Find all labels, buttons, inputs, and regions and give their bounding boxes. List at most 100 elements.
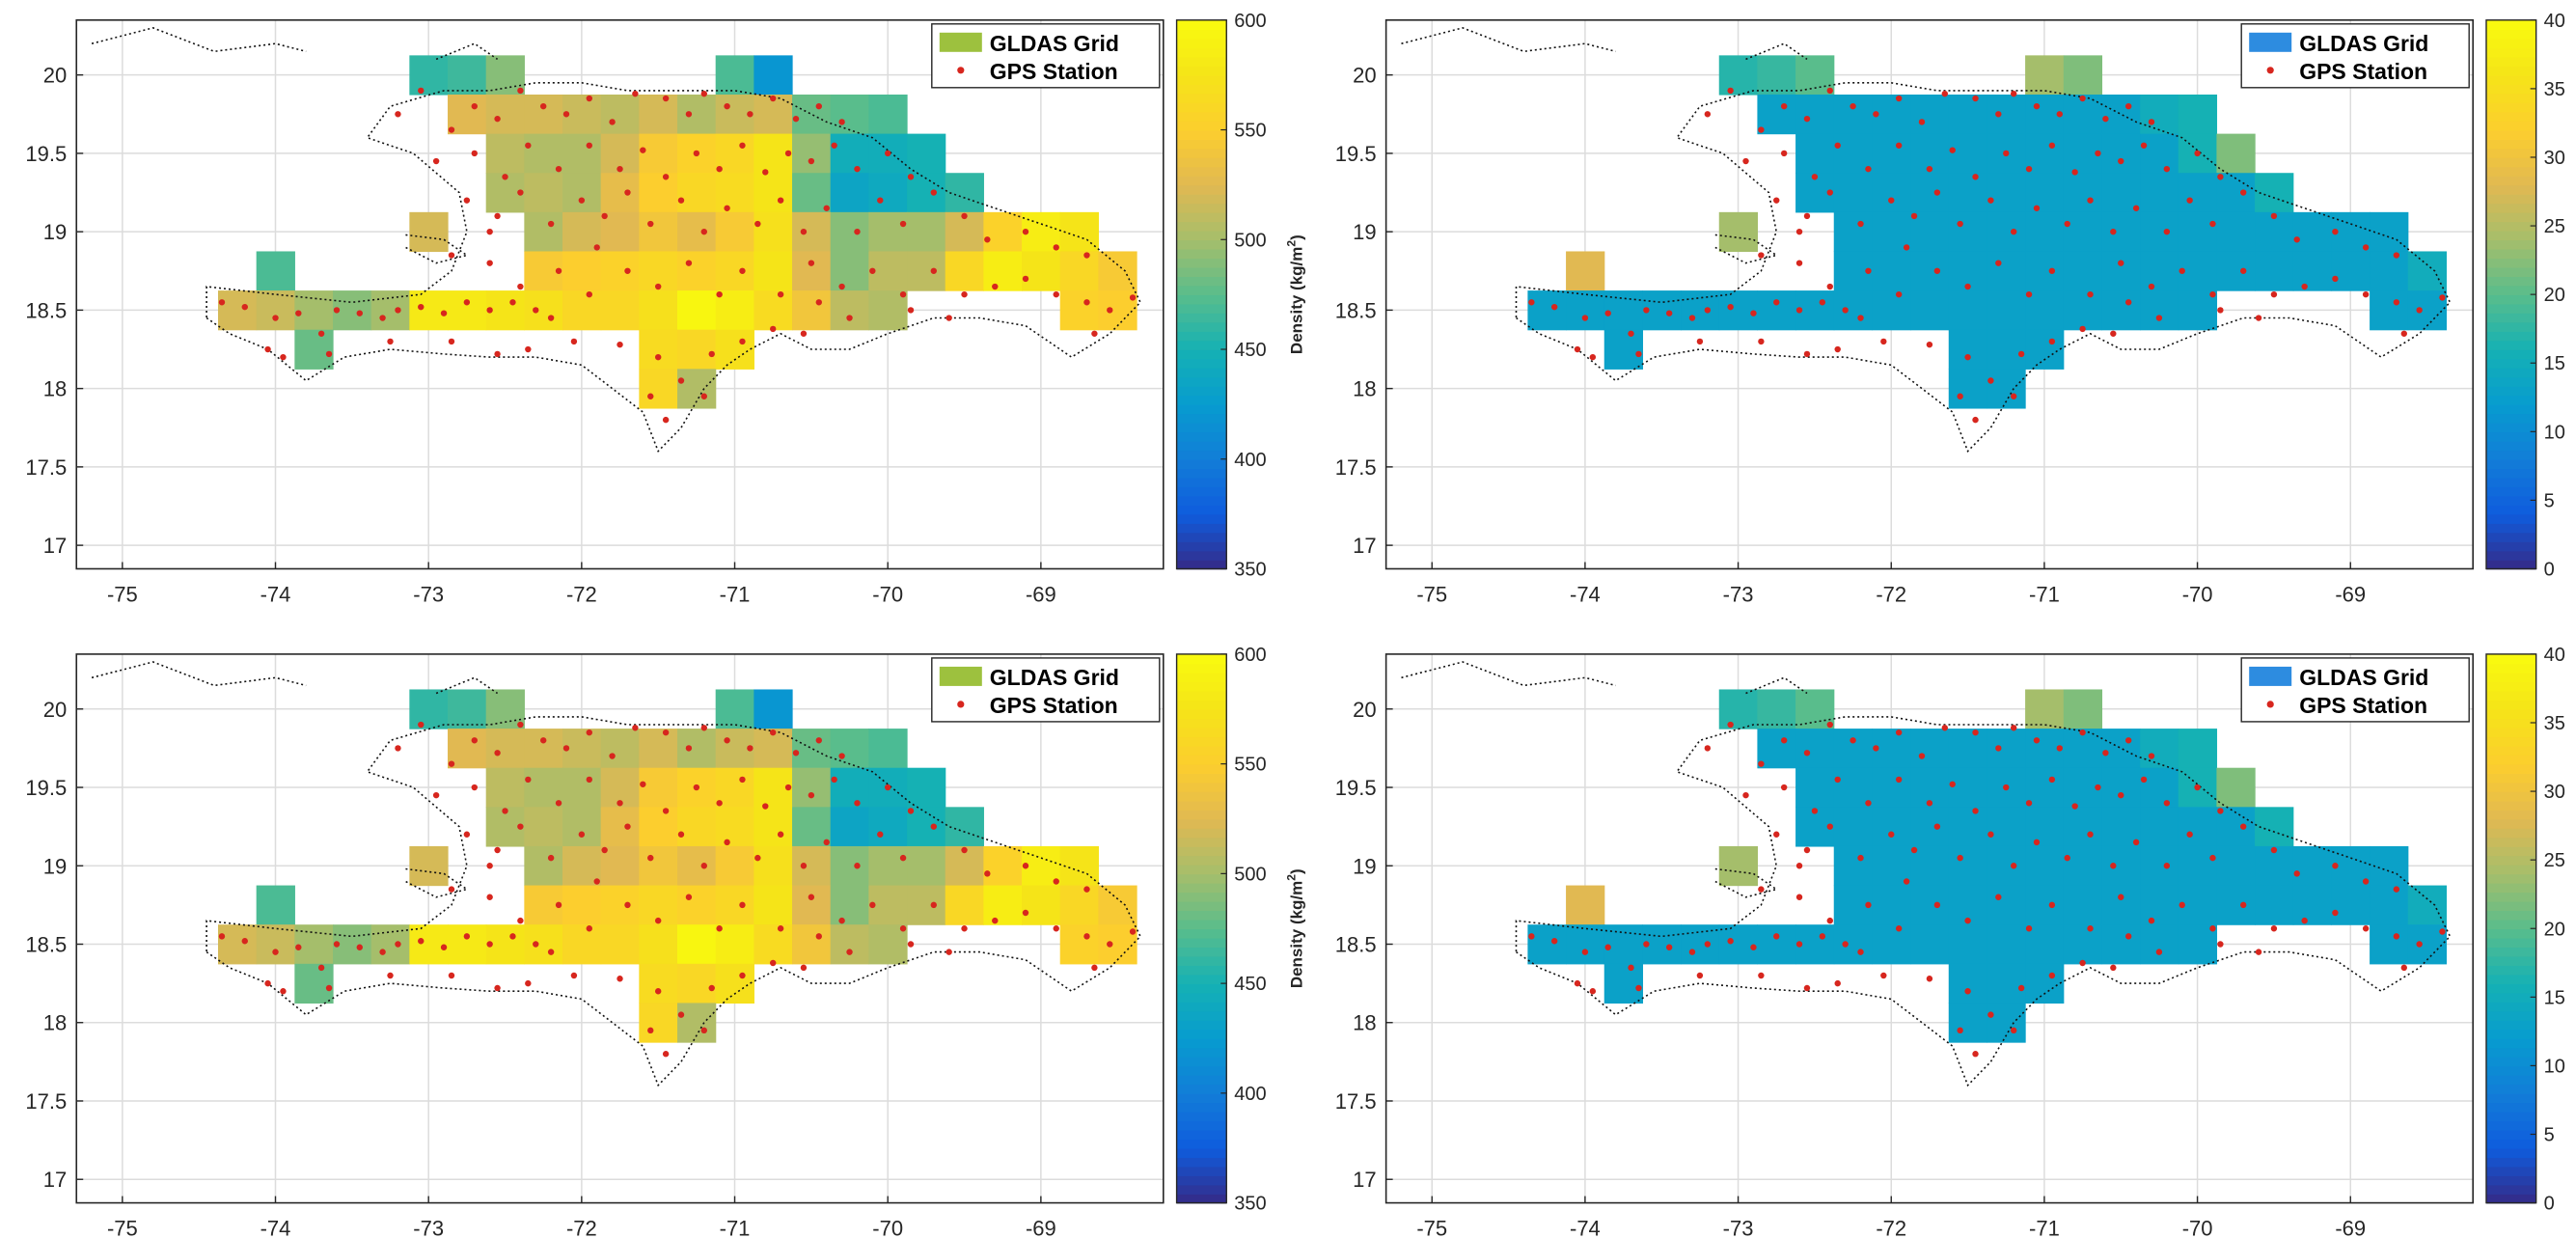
colorbar-tick-label: 600 — [1234, 645, 1266, 666]
gps-station — [2110, 863, 2117, 869]
gps-station — [1918, 119, 1926, 125]
gps-station — [1727, 303, 1734, 311]
colorbar-segment — [2485, 258, 2536, 268]
gps-station — [2118, 157, 2124, 165]
grid-cell — [2407, 885, 2448, 925]
colorbar-segment — [1176, 367, 1227, 378]
colorbar-segment — [1176, 773, 1227, 784]
colorbar-segment — [1176, 285, 1227, 295]
grid-cell — [1948, 290, 1988, 331]
colorbar-segment — [1176, 102, 1227, 113]
gps-station — [1819, 299, 1826, 306]
grid-cell — [1948, 729, 1988, 769]
gps-station — [1826, 283, 1833, 290]
gps-station — [1865, 165, 1872, 173]
grid-cell — [600, 290, 640, 331]
grid-cell — [1527, 290, 1567, 331]
gps-station — [2033, 102, 2041, 110]
panel-bottom-left: -75 -74 -73 -72 -71 -70 -69 17 17.5 18 18.5 19 19.5 2… — [25, 645, 1305, 1238]
colorbar-segment — [1176, 1029, 1227, 1039]
colorbar-segment — [2485, 1166, 2536, 1176]
grid-cell — [1987, 845, 2026, 887]
gps-station — [448, 760, 455, 767]
gps-station — [1758, 252, 1765, 259]
gps-station — [1780, 784, 1788, 791]
grid-cell — [677, 807, 717, 847]
gps-station — [823, 205, 830, 211]
grid-cell — [715, 885, 754, 925]
colorbar-segment — [1176, 184, 1227, 195]
gps-station — [517, 917, 524, 924]
gps-station — [1865, 901, 1872, 909]
grid-cell — [715, 963, 754, 1004]
grid-cell — [1987, 729, 2026, 769]
gps-station — [724, 737, 730, 744]
colorbar-tick-label: 15 — [2544, 987, 2565, 1008]
gps-station — [1964, 353, 1971, 361]
coastline-gonave — [405, 867, 469, 898]
gps-station — [2132, 839, 2140, 846]
x-tick-label: -73 — [413, 1217, 444, 1238]
gps-station — [708, 350, 715, 358]
gps-station — [685, 745, 693, 752]
colorbar-segment — [2485, 74, 2536, 85]
gps-station — [769, 729, 777, 736]
gps-station — [356, 310, 363, 316]
gps-station — [617, 165, 623, 173]
gps-station — [647, 393, 654, 399]
colorbar-segment — [2485, 782, 2536, 792]
gps-station — [486, 863, 493, 869]
gps-station — [272, 949, 279, 955]
colorbar-segment — [1176, 1065, 1227, 1076]
grid-cell — [1910, 845, 1950, 887]
colorbar-segment — [2485, 1010, 2536, 1021]
gps-station — [1129, 928, 1137, 935]
gps-station — [463, 197, 471, 204]
gps-station — [494, 984, 501, 992]
grid-cell — [1948, 211, 1988, 253]
grid-cell — [1872, 767, 1911, 808]
legend-grid-swatch — [2249, 666, 2292, 686]
gps-station — [395, 111, 401, 118]
colorbar-segment — [1176, 983, 1227, 994]
grid-cell — [2101, 133, 2141, 174]
gps-station — [1704, 745, 1712, 752]
gps-station — [218, 299, 226, 306]
gps-station — [418, 721, 425, 729]
colorbar-segment — [1176, 321, 1227, 332]
colorbar-segment — [2485, 340, 2536, 350]
colorbar-segment — [2485, 139, 2536, 150]
colorbar-segment — [1176, 800, 1227, 811]
colorbar-segment — [1176, 727, 1227, 738]
y-tick-label: 18.5 — [25, 298, 67, 322]
gps-station — [693, 150, 700, 157]
gps-station — [2239, 901, 2247, 909]
gps-station — [2362, 925, 2370, 932]
grid-cell — [754, 290, 793, 331]
gps-station — [1987, 1011, 1994, 1018]
grid-cell — [2140, 133, 2179, 174]
gps-station — [1995, 894, 2002, 900]
colorbar-segment — [1176, 708, 1227, 720]
legend-grid-label: GLDAS Grid — [2299, 665, 2428, 690]
colorbar-label: Density (kg/m2) — [1284, 868, 1305, 988]
gps-station — [494, 212, 501, 220]
gps-station — [1053, 878, 1059, 885]
grid-cell — [218, 924, 258, 965]
grid-cell — [2370, 251, 2409, 291]
gps-station — [570, 972, 578, 979]
colorbar-segment — [2485, 800, 2536, 811]
grid-cell — [983, 885, 1023, 925]
colorbar-segment — [1176, 74, 1227, 85]
gps-station — [1957, 393, 1963, 399]
colorbar-tick-label: 10 — [2544, 1056, 2565, 1077]
colorbar-segment — [1176, 873, 1227, 884]
gps-station — [1803, 115, 1811, 123]
grid-cell — [677, 369, 717, 409]
colorbar-segment — [1176, 440, 1227, 452]
gps-station — [1826, 721, 1833, 729]
gps-station — [1129, 294, 1137, 301]
colorbar-segment — [1176, 156, 1227, 168]
gps-station — [1688, 315, 1696, 321]
legend-grid-label: GLDAS Grid — [2299, 31, 2428, 56]
